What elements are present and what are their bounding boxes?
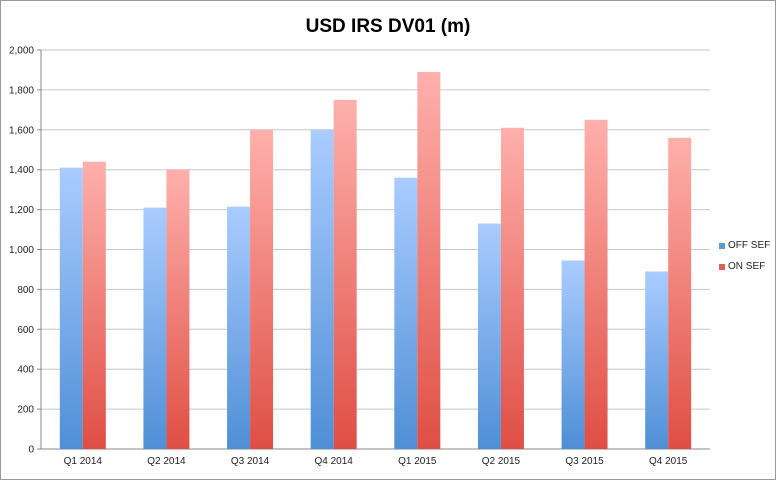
chart-title: USD IRS DV01 (m) — [305, 16, 471, 37]
y-tick-label: 1,400 — [9, 165, 34, 176]
y-tick-label: 1,200 — [9, 205, 34, 216]
y-tick-label: 0 — [28, 445, 34, 456]
bar-on-sef — [250, 129, 274, 450]
legend-swatch-off-sef — [719, 242, 725, 249]
y-tick-label: 200 — [17, 405, 34, 416]
x-tick-label: Q1 2015 — [398, 456, 437, 467]
y-tick-label: 1,600 — [9, 125, 34, 136]
y-tick-label: 600 — [17, 325, 34, 336]
bar-on-sef — [82, 161, 106, 449]
y-tick-label: 1,800 — [9, 85, 34, 96]
legend-item-off-sef: OFF SEF — [719, 240, 770, 251]
x-tick-label: Q2 2015 — [482, 456, 521, 467]
x-tick-label: Q4 2015 — [649, 456, 688, 467]
bar-off-sef — [59, 167, 83, 449]
x-tick-label: Q3 2014 — [231, 456, 270, 467]
y-tick-label: 400 — [17, 365, 34, 376]
y-tick-label: 2,000 — [9, 46, 34, 57]
x-tick-label: Q3 2015 — [565, 456, 604, 467]
bar-off-sef — [645, 271, 669, 449]
x-tick-label: Q2 2014 — [147, 456, 186, 467]
bar-on-sef — [166, 169, 190, 449]
bar-off-sef — [561, 260, 585, 449]
bar-on-sef — [500, 127, 524, 450]
legend-label-off-sef: OFF SEF — [728, 240, 771, 251]
x-tick-label: Q1 2014 — [64, 456, 103, 467]
x-tick-label: Q4 2014 — [315, 456, 354, 467]
legend-swatch-on-sef — [719, 263, 725, 270]
bar-on-sef — [333, 99, 357, 449]
bar-on-sef — [668, 137, 692, 449]
y-tick-label: 1,000 — [9, 245, 34, 256]
legend-item-on-sef: ON SEF — [719, 261, 765, 272]
y-tick-label: 800 — [17, 285, 34, 296]
bar-off-sef — [477, 223, 501, 449]
bar-off-sef — [394, 177, 418, 449]
bar-off-sef — [227, 206, 251, 449]
bar-on-sef — [417, 71, 441, 449]
bar-on-sef — [584, 119, 608, 449]
bar-off-sef — [310, 129, 334, 450]
legend-label-on-sef: ON SEF — [728, 261, 766, 272]
bar-off-sef — [143, 207, 167, 449]
